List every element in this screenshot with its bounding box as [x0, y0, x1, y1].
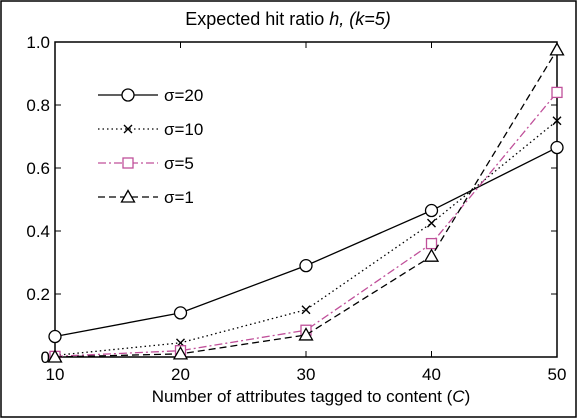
y-tick-label: 1.0 — [26, 33, 50, 52]
circle-marker — [48, 329, 62, 344]
x-axis-label: Number of attributes tagged to content (… — [152, 387, 470, 406]
triangle-marker — [298, 327, 314, 341]
legend-label: σ=20 — [164, 86, 203, 105]
legend-box — [92, 77, 227, 213]
series-4 — [47, 42, 565, 363]
circle-marker — [424, 203, 439, 218]
x-tick-label: 40 — [422, 365, 441, 384]
x-tick-label: 20 — [171, 365, 190, 384]
circle-marker — [121, 88, 135, 102]
circle-marker — [299, 258, 313, 273]
chart-title: Expected hit ratio h, (k=5) — [185, 9, 391, 29]
x-marker — [552, 116, 562, 126]
legend: σ=20 σ=10 σ=5 σ=1 — [92, 77, 227, 213]
square-marker — [425, 237, 438, 250]
x-tick-label: 30 — [297, 365, 316, 384]
x-tick-label: 50 — [548, 365, 567, 384]
series-line — [54, 49, 558, 358]
circle-marker — [173, 306, 188, 320]
y-tick-label: 0.8 — [26, 96, 50, 115]
x-marker — [427, 218, 436, 228]
y-tick-label: 0 — [41, 348, 50, 367]
series-1 — [48, 140, 564, 344]
square-marker — [122, 157, 134, 169]
legend-label: σ=10 — [164, 120, 203, 139]
y-tick-label: 0.6 — [26, 159, 50, 178]
legend-label: σ=5 — [164, 154, 194, 173]
y-tick-label: 0.2 — [26, 285, 50, 304]
square-marker — [551, 86, 563, 99]
x-tick-label: 10 — [46, 365, 65, 384]
circle-marker — [550, 140, 564, 155]
triangle-marker — [549, 42, 565, 56]
x-marker — [123, 124, 133, 134]
y-tick-label: 0.4 — [26, 222, 50, 241]
triangle-marker — [172, 346, 189, 360]
triangle-marker — [47, 349, 63, 363]
legend-label: σ=1 — [164, 188, 194, 207]
triangle-marker — [120, 189, 136, 203]
triangle-marker — [423, 248, 440, 262]
x-marker — [301, 305, 311, 315]
